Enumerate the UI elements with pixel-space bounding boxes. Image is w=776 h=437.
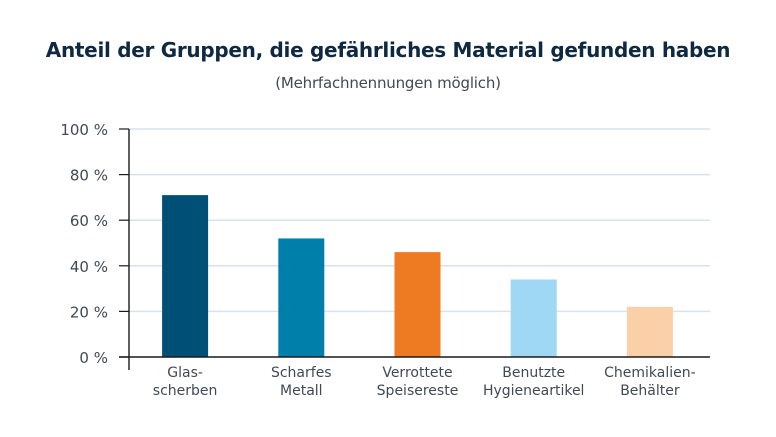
y-tick-label: 60 % [70,212,108,230]
bar [162,195,209,357]
x-category-labels: Glas-scherben Scharfes Metall Verrottete Spe… [153,365,696,399]
x-category-label: scherben [153,383,218,399]
bar [394,252,441,357]
y-tick-label: 0 % [79,349,108,367]
y-tick-label: 100 % [60,121,108,139]
bar [510,279,557,357]
x-category-label: Metall [280,383,323,399]
chart-subtitle: (Mehrfachnennungen möglich) [275,74,501,92]
x-category-label: Hygieneartikel [483,383,585,399]
x-category-label: Chemikalien- [604,365,696,381]
y-tick-label: 80 % [70,167,108,185]
chart-title: Anteil der Gruppen, die gefährliches Mat… [45,38,731,62]
x-category-label: Benutzte [502,365,565,381]
x-category-label: Scharfes [271,365,332,381]
y-tick-label: 20 % [70,303,108,321]
y-tick-labels: 0 % 20 % 40 % 60 % 80 % 100 % [60,121,108,367]
bar [278,238,325,357]
x-category-label: Speisereste [377,383,459,399]
axes [119,128,710,370]
y-tick-label: 40 % [70,258,108,276]
bars [162,195,673,357]
x-category-label: Verrottete [382,365,452,381]
bar [626,306,673,357]
x-category-label: Behälter [620,383,680,399]
x-category-label: Glas- [167,365,203,381]
